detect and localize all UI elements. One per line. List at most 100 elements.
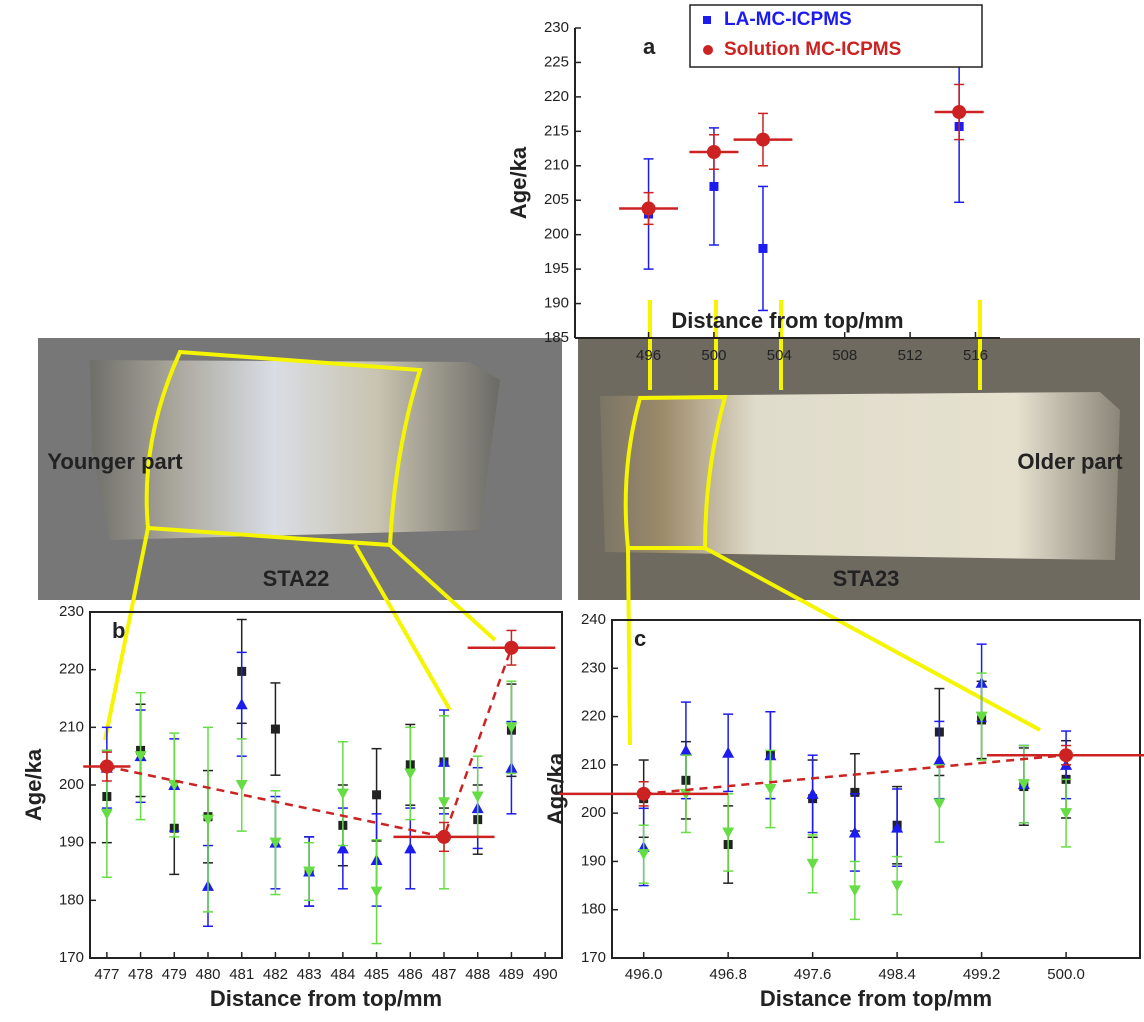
sample-label: STA22 [263,566,330,591]
point [709,181,719,191]
y-axis-title: Age/ka [21,748,46,821]
x-tick-label: 497.6 [794,966,832,983]
panel-label: c [634,626,646,651]
point [636,786,651,801]
point [1017,779,1030,791]
x-axis-title: Distance from top/mm [760,986,992,1011]
y-tick-label: 195 [544,260,569,277]
legend-marker [703,16,711,24]
x-tick-label: 500 [701,347,726,364]
legend-label: Solution MC-ICPMS [724,39,901,60]
y-tick-label: 230 [59,603,84,620]
legend-box [689,4,983,68]
sample-right [600,392,1120,560]
point [848,826,861,838]
point [706,145,721,159]
y-tick-label: 200 [581,804,606,821]
y-tick-label: 240 [581,611,606,628]
x-tick-label: 499.2 [963,966,1001,983]
point [100,808,113,820]
x-tick-label: 496.0 [625,966,663,983]
point [848,885,861,897]
point [372,790,382,800]
x-tick-label: 488 [465,966,490,983]
y-tick-label: 220 [581,708,606,725]
point [303,866,316,878]
arrow-lines-top [648,300,982,390]
legend-label: LA-MC-ICPMS [724,9,852,30]
y-tick-label: 220 [544,88,569,105]
y-tick-label: 180 [59,891,84,908]
point [168,780,181,791]
x-tick-label: 489 [499,966,524,983]
point [438,797,450,809]
point [891,821,904,833]
y-tick-label: 200 [544,226,569,243]
x-tick-label: 496 [636,347,661,364]
point [806,787,819,799]
point [975,711,988,723]
point [99,759,114,774]
legend: LA-MC-ICPMS Solution MC-ICPMS [689,4,983,68]
annotations [103,300,1041,746]
point [933,754,946,766]
point [134,751,147,763]
point [637,849,650,861]
y-tick-label: 170 [59,949,84,966]
legend-marker [703,45,713,55]
x-tick-label: 516 [963,347,988,364]
plot-frame [611,619,1141,959]
x-tick-label: 481 [229,966,254,983]
x-axis-title: Distance from top/mm [671,308,903,333]
point [437,829,451,844]
x-tick-label: 504 [767,347,792,364]
x-tick-label: 512 [898,347,923,364]
trend-line [643,753,1067,796]
x-tick-label: 479 [162,966,187,983]
point [641,201,656,216]
point [504,640,519,655]
y-tick-label: 210 [544,157,569,174]
x-tick-label: 498.4 [878,966,916,983]
y-tick-label: 230 [581,659,606,676]
x-tick-label: 508 [832,347,857,364]
point [1060,808,1073,820]
plot-frame [89,611,563,959]
point [755,132,770,147]
point [370,886,383,898]
point [722,746,735,758]
y-axis-title: Age/ka [543,752,568,825]
y-tick-label: 210 [581,756,606,773]
chart-a: 185 190 195 200 205 210 215 220 225 230 496 500 504 5… [506,4,1000,364]
point [850,787,860,797]
point [1059,748,1074,763]
x-tick-label: 480 [195,966,220,983]
point [404,768,417,780]
point [336,842,349,854]
x-axis-title: Distance from top/mm [210,986,442,1011]
y-tick-label: 220 [59,661,84,678]
point [202,814,214,826]
chart-c: 170 180 190 200 210 220 230 240 496.0 496.8 497.6 4… [543,611,1144,1011]
point [471,791,484,803]
y-axis-title: Age/ka [506,146,531,219]
y-tick-label: 210 [59,718,84,735]
point [891,880,904,892]
point [933,798,946,810]
photo-label: Younger part [47,449,183,474]
x-tick-label: 482 [263,966,288,983]
y-tick-label: 170 [581,949,606,966]
point [505,722,518,734]
point [679,744,692,756]
y-tick-label: 200 [59,776,84,793]
point [806,858,819,870]
trend-line [106,647,513,839]
photo-label: Older part [1017,449,1123,474]
chart-b: 170 180 190 200 210 220 230 477 478 479 480 481 482 4… [21,603,563,1011]
x-tick-label: 483 [297,966,322,983]
y-tick-label: 230 [544,19,569,36]
y-tick-label: 190 [581,852,606,869]
x-tick-label: 487 [431,966,456,983]
